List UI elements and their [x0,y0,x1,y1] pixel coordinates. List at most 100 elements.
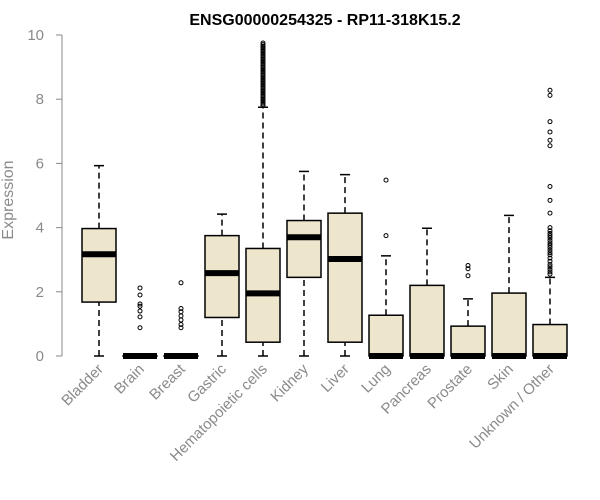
iqr-box [327,212,363,343]
outlier-point [260,85,266,91]
box-gastric [204,213,240,357]
y-tick-label: 2 [36,284,44,301]
iqr-box [491,292,527,357]
box-brain [122,285,158,359]
outlier-point [383,233,389,239]
outlier-point [547,269,553,275]
outlier-point [260,42,266,48]
outlier-point [260,61,266,67]
outlier-point [547,210,553,216]
outlier-point [260,103,266,109]
outlier-point [260,74,266,80]
outlier-point [260,96,266,102]
outlier-point [547,225,553,231]
outlier-point [260,95,266,101]
outlier-point [547,237,553,243]
outlier-point [260,59,266,65]
outlier-point [465,273,471,279]
outlier-point [178,317,184,323]
outlier-point [465,266,471,272]
outlier-point [260,99,266,105]
outlier-point [547,240,553,246]
outlier-point [260,54,266,60]
box-prostate [450,262,486,359]
outlier-point [547,242,553,248]
outlier-point [547,233,553,239]
outlier-point [260,101,266,107]
outlier-point [260,66,266,72]
outlier-point [178,313,184,319]
outlier-point [260,69,266,75]
outlier-point [260,93,266,99]
y-axis: 0 2 4 6 8 10 [27,27,63,365]
outlier-point [547,271,553,277]
box-bladder [81,164,117,357]
outlier-point [547,262,553,268]
outlier-point [547,266,553,272]
outlier-point [260,50,266,56]
outlier-point [260,80,266,86]
outlier-point [260,83,266,89]
outlier-point [547,87,553,93]
outlier-point [547,129,553,135]
box-breast [163,280,199,359]
box-skin [491,214,527,359]
outlier-point [547,228,553,234]
outlier-point [260,72,266,78]
outlier-point [178,280,184,286]
outlier-point [178,305,184,311]
outlier-point [260,67,266,73]
box-unknown-other [532,87,568,359]
outlier-point [260,48,266,54]
box-lung [368,177,404,359]
outlier-point [260,82,266,88]
outlier-point [547,250,553,256]
outlier-point [260,79,266,85]
outlier-point [260,51,266,57]
y-tick-label: 8 [36,91,44,108]
box-kidney [286,170,322,357]
outlier-point [260,87,266,93]
outlier-point [260,40,266,46]
outlier-point [547,252,553,258]
x-tick-label: Kidney [267,360,312,405]
box-hematopoietic-cells [245,40,281,357]
outlier-point [547,197,553,203]
outlier-point [547,119,553,125]
y-tick-label: 10 [27,27,44,44]
outlier-point [137,292,143,298]
outlier-point [137,285,143,291]
outlier-point [137,308,143,314]
outlier-point [547,264,553,270]
outlier-point [137,301,143,307]
outlier-point [260,43,266,49]
box-pancreas [409,227,445,359]
outlier-point [547,230,553,236]
iqr-box [450,325,486,357]
outlier-point [260,75,266,81]
iqr-box [81,227,117,303]
plot-area [81,40,568,359]
outlier-point [260,64,266,70]
x-tick-label: Lung [358,361,394,397]
outlier-point [137,325,143,331]
outlier-point [137,314,143,320]
outlier-point [137,303,143,309]
x-tick-label: Breast [146,360,189,403]
outlier-point [260,46,266,52]
outlier-point [260,62,266,68]
outlier-point [547,137,553,143]
outlier-point [260,58,266,64]
box-liver [327,173,363,357]
outlier-point [547,92,553,98]
outlier-point [465,262,471,268]
outlier-point [260,71,266,77]
outlier-point [547,247,553,253]
outlier-point [547,255,553,261]
iqr-box [409,284,445,357]
y-axis-label: Expression [0,160,17,239]
outlier-point [260,98,266,104]
outlier-point [260,90,266,96]
iqr-box [368,314,404,357]
